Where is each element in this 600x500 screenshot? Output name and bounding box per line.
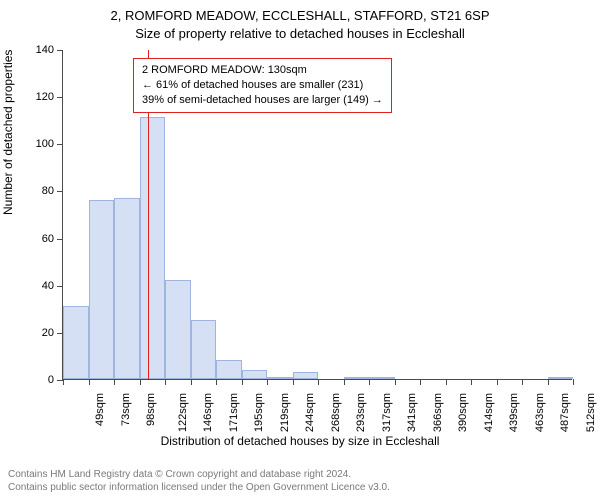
y-tick-label: 40: [42, 280, 63, 292]
x-tick-label: 98sqm: [145, 393, 157, 426]
y-tick-label: 100: [36, 138, 63, 150]
histogram-bar: [293, 372, 319, 379]
x-tick-label: 390sqm: [457, 393, 469, 432]
x-tick: [63, 379, 64, 385]
x-tick: [446, 379, 447, 385]
y-axis-label: Number of detached properties: [1, 50, 15, 215]
x-tick-label: 146sqm: [202, 393, 214, 432]
y-tick-label: 140: [36, 44, 63, 56]
histogram-bar: [216, 360, 242, 379]
x-tick-label: 268sqm: [330, 393, 342, 432]
x-tick: [548, 379, 549, 385]
x-tick: [573, 379, 574, 385]
footer-line2: Contains public sector information licen…: [8, 481, 592, 494]
x-tick-label: 293sqm: [355, 393, 367, 432]
x-tick: [395, 379, 396, 385]
x-tick-label: 317sqm: [381, 393, 393, 432]
chart-container: 2, ROMFORD MEADOW, ECCLESHALL, STAFFORD,…: [0, 0, 600, 500]
x-tick-label: 414sqm: [483, 393, 495, 432]
x-tick: [242, 379, 243, 385]
x-tick: [420, 379, 421, 385]
histogram-bar: [114, 198, 140, 380]
x-tick: [165, 379, 166, 385]
histogram-bar: [191, 320, 217, 379]
y-tick-label: 60: [42, 233, 63, 245]
footer-line1: Contains HM Land Registry data © Crown c…: [8, 468, 592, 481]
x-tick-label: 171sqm: [228, 393, 240, 432]
x-tick-label: 219sqm: [279, 393, 291, 432]
x-tick-label: 463sqm: [534, 393, 546, 432]
annotation-box: 2 ROMFORD MEADOW: 130sqm ← 61% of detach…: [133, 58, 392, 113]
histogram-bar: [267, 377, 293, 379]
y-tick-label: 0: [48, 374, 63, 386]
x-tick-label: 244sqm: [304, 393, 316, 432]
annotation-line3: 39% of semi-detached houses are larger (…: [142, 93, 383, 108]
x-tick-label: 487sqm: [559, 393, 571, 432]
x-tick: [140, 379, 141, 385]
x-tick-label: 73sqm: [120, 393, 132, 426]
histogram-bar: [548, 377, 574, 379]
x-tick: [318, 379, 319, 385]
x-tick-label: 49sqm: [94, 393, 106, 426]
x-tick-label: 341sqm: [406, 393, 418, 432]
x-tick: [293, 379, 294, 385]
x-tick: [89, 379, 90, 385]
x-tick: [191, 379, 192, 385]
x-tick: [522, 379, 523, 385]
x-tick-label: 512sqm: [585, 393, 597, 432]
histogram-bar: [369, 377, 395, 379]
histogram-bar: [63, 306, 89, 379]
x-tick-label: 195sqm: [253, 393, 265, 432]
chart-title-line1: 2, ROMFORD MEADOW, ECCLESHALL, STAFFORD,…: [0, 8, 600, 23]
x-tick: [344, 379, 345, 385]
y-tick-label: 20: [42, 327, 63, 339]
x-tick-label: 439sqm: [508, 393, 520, 432]
histogram-bar: [140, 117, 166, 379]
x-tick: [471, 379, 472, 385]
histogram-bar: [165, 280, 191, 379]
plot-area: 2 ROMFORD MEADOW: 130sqm ← 61% of detach…: [62, 50, 572, 380]
histogram-bar: [242, 370, 268, 379]
footer-text: Contains HM Land Registry data © Crown c…: [8, 468, 592, 494]
annotation-line2: ← 61% of detached houses are smaller (23…: [142, 78, 383, 93]
x-tick: [267, 379, 268, 385]
x-tick: [216, 379, 217, 385]
x-tick-label: 366sqm: [432, 393, 444, 432]
x-tick: [114, 379, 115, 385]
annotation-line1: 2 ROMFORD MEADOW: 130sqm: [142, 63, 383, 78]
y-tick-label: 80: [42, 185, 63, 197]
x-tick: [369, 379, 370, 385]
x-axis-label: Distribution of detached houses by size …: [0, 434, 600, 448]
x-tick: [497, 379, 498, 385]
y-tick-label: 120: [36, 91, 63, 103]
histogram-bar: [344, 377, 370, 379]
x-tick-label: 122sqm: [177, 393, 189, 432]
chart-title-line2: Size of property relative to detached ho…: [0, 26, 600, 41]
histogram-bar: [89, 200, 115, 379]
